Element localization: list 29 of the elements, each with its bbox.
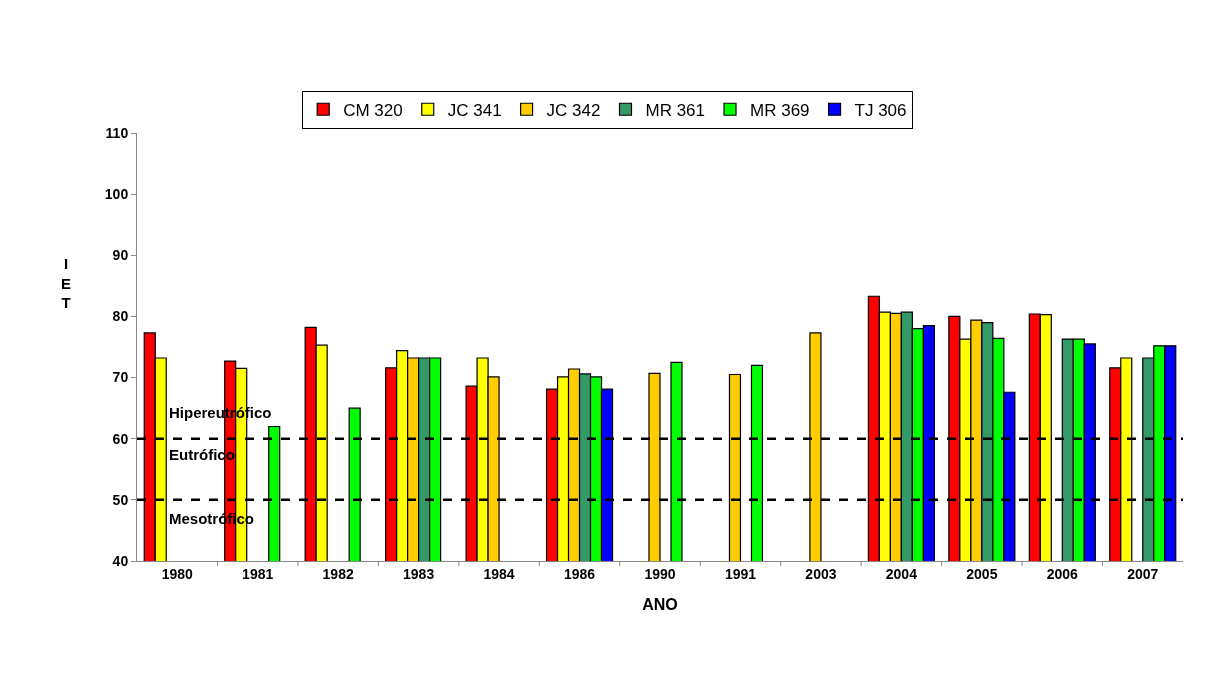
x-axis-title: ANO: [642, 596, 678, 614]
legend-label: CM 320: [343, 100, 403, 120]
x-tick-label: 1984: [483, 565, 515, 582]
x-tick-label: 2004: [885, 565, 918, 582]
y-axis-title: IET: [61, 255, 72, 311]
y-tick-label: 70: [112, 369, 129, 386]
y-tick-label: 100: [104, 186, 129, 203]
y-tick-label: 110: [105, 124, 129, 141]
x-tick-label: 2005: [966, 565, 998, 582]
x-tick-label: 1986: [563, 565, 596, 582]
legend-label: JC 342: [546, 100, 601, 120]
x-tick-label: 2007: [1127, 565, 1159, 582]
x-tick-label: 1980: [161, 565, 194, 582]
y-tick-label: 40: [112, 552, 129, 569]
legend-label: MR 361: [645, 100, 706, 120]
y-tick-label: 90: [112, 247, 129, 264]
x-tick-label: 1982: [322, 565, 354, 582]
x-tick-label: 1990: [644, 565, 676, 582]
x-tick-label: 2003: [805, 565, 837, 582]
legend-label: JC 341: [447, 100, 502, 120]
x-tick-label: 1991: [724, 565, 757, 582]
y-tick-label: 50: [112, 491, 129, 508]
y-tick-label: 80: [112, 308, 129, 325]
x-tick-label: 1981: [242, 565, 274, 582]
legend-label: TJ 306: [854, 100, 907, 120]
x-tick-label: 1983: [403, 565, 435, 582]
x-tick-label: 2006: [1046, 565, 1079, 582]
y-tick-label: 60: [112, 430, 129, 447]
legend-label: MR 369: [750, 100, 810, 120]
